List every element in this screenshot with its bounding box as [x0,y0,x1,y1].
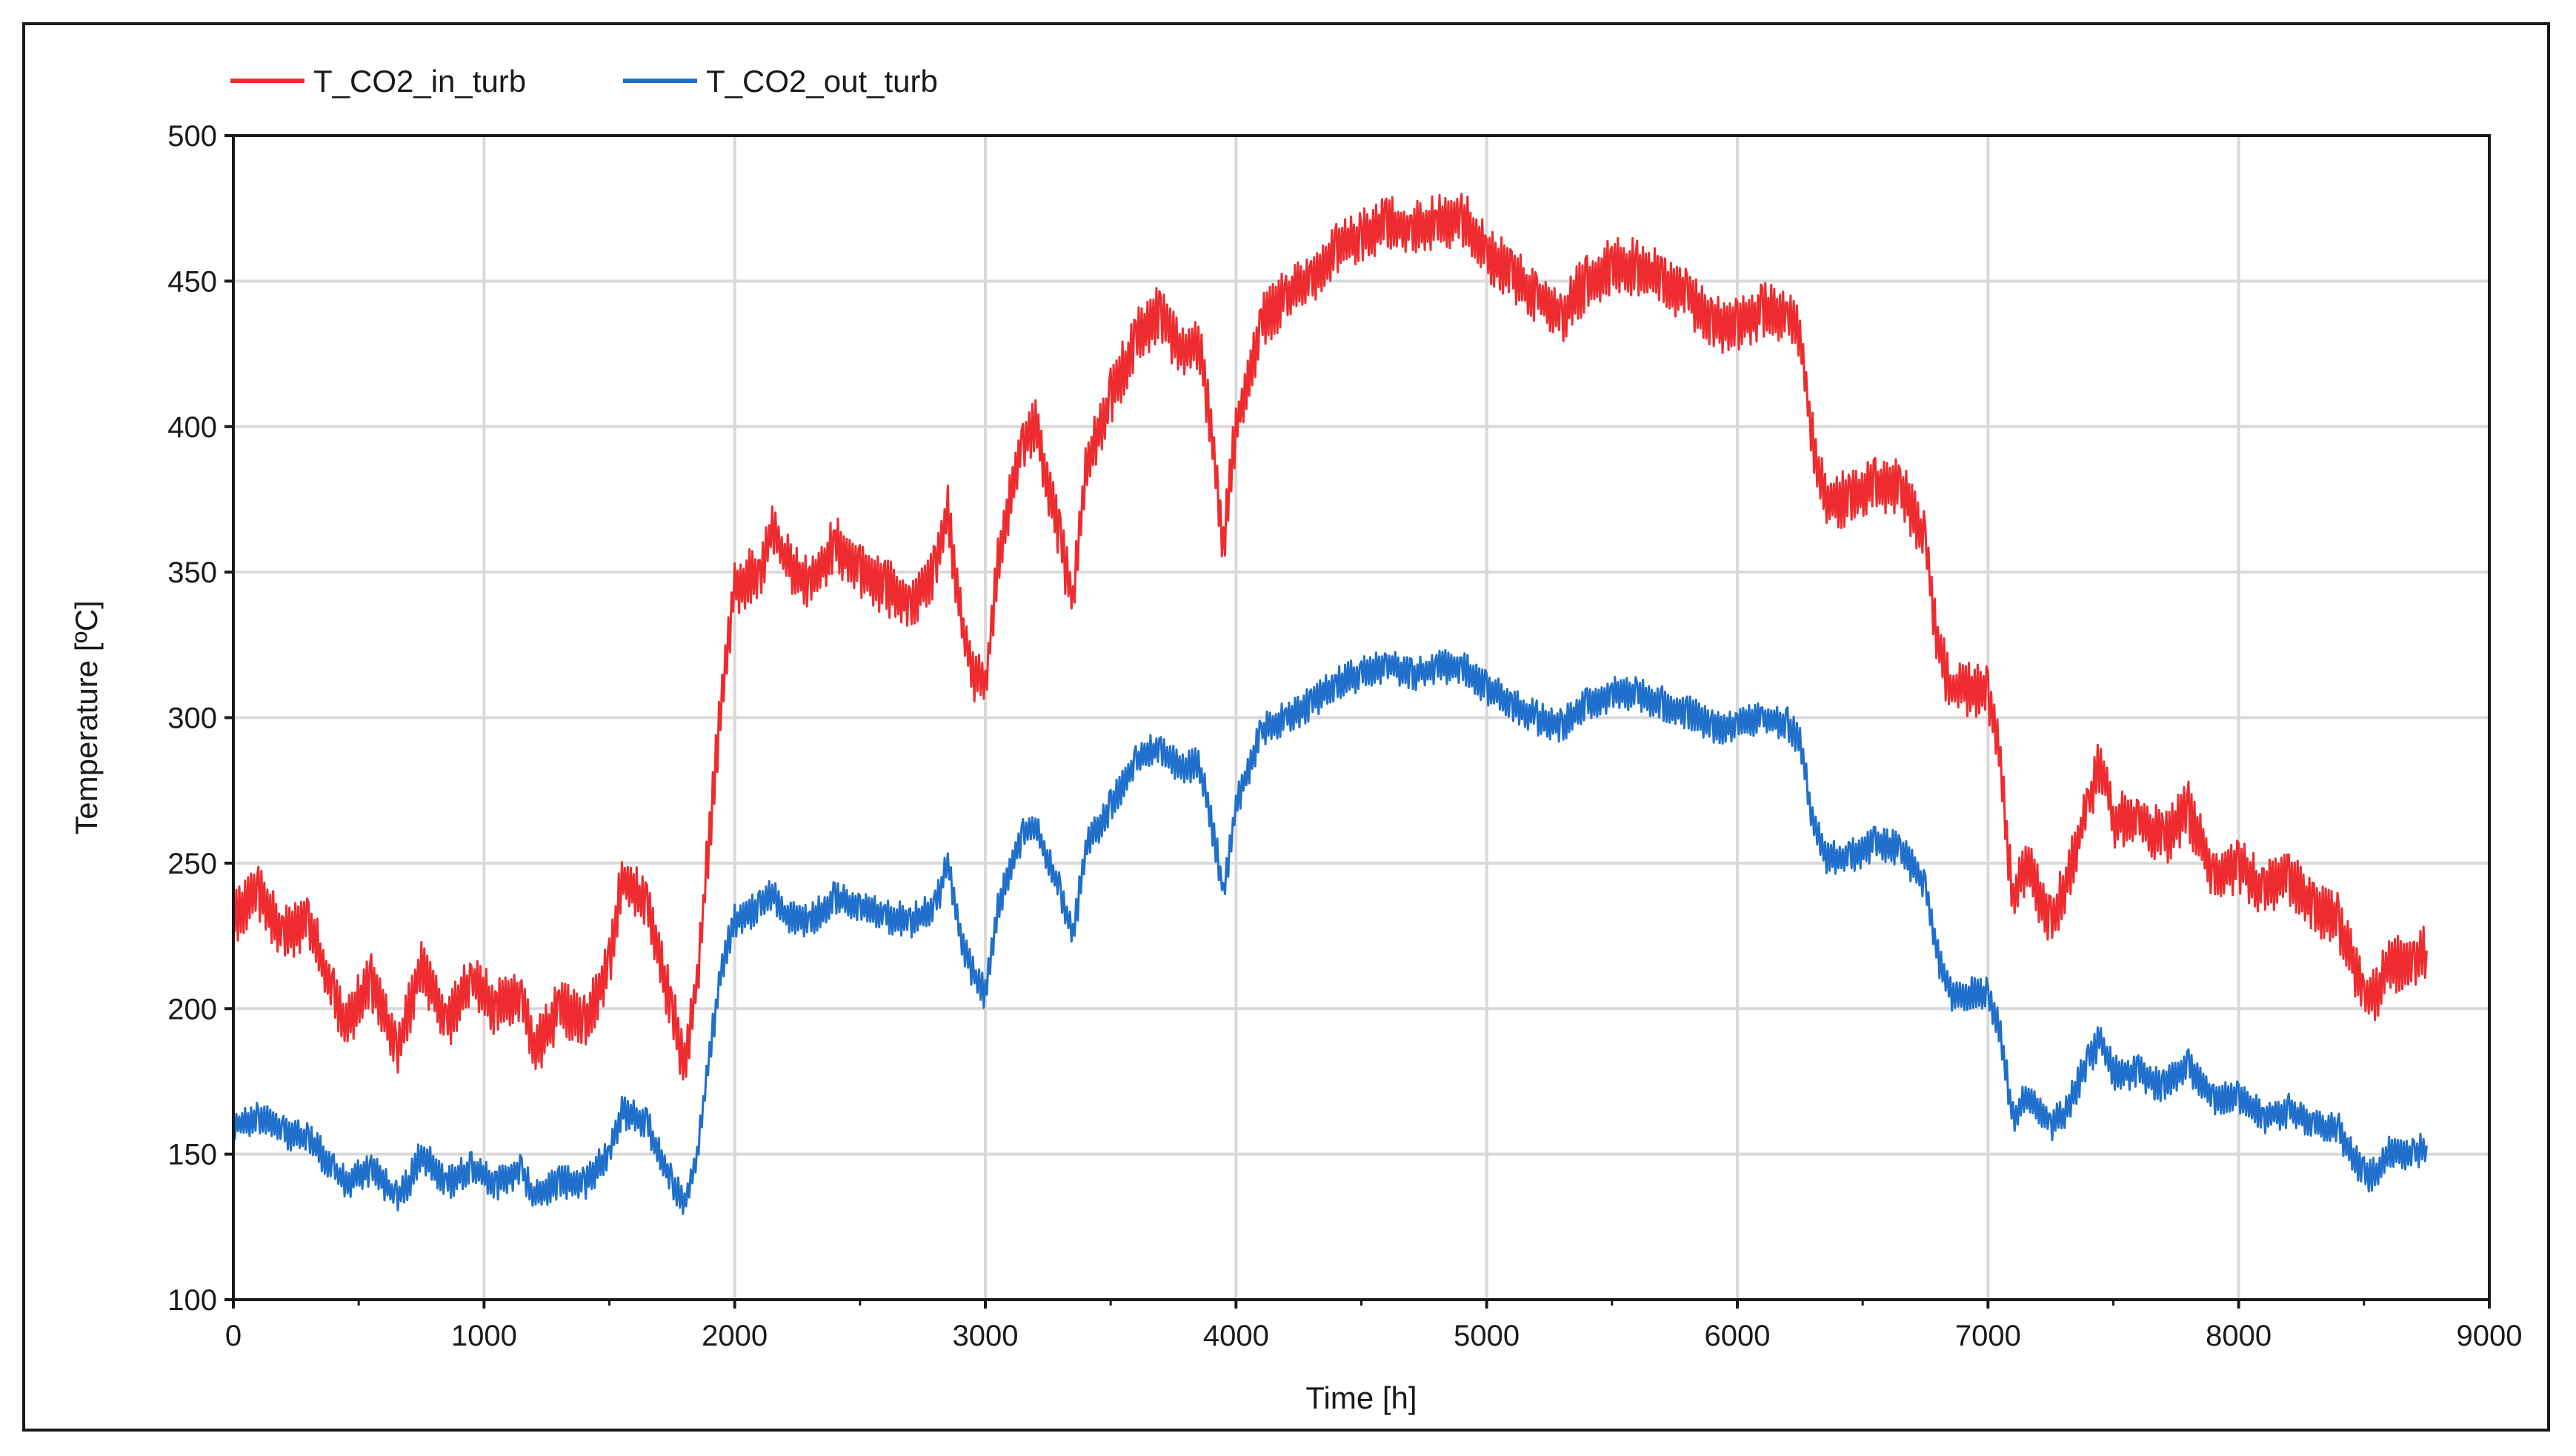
x-tick-label: 5000 [1454,1320,1520,1352]
y-tick-label: 400 [167,411,217,444]
series-line-t-co2-out-turb [232,648,2428,1215]
series-lines [232,193,2428,1215]
legend-label-t-co2-out-turb: T_CO2_out_turb [706,64,938,99]
legend: T_CO2_in_turb T_CO2_out_turb [230,64,938,99]
y-tick-label: 200 [167,993,217,1025]
x-tick-label: 3000 [953,1320,1019,1352]
grid [232,134,2491,1301]
y-tick-label: 450 [167,265,217,298]
chart-frame: 0 1000 2000 3000 4000 5000 6000 7000 8000 9000 100… [22,22,2550,1432]
x-tick-label: 6000 [1705,1320,1771,1352]
x-axis-title: Time [h] [1305,1380,1417,1415]
x-tick-label: 1000 [451,1320,517,1352]
x-tick-label: 7000 [1955,1320,2021,1352]
series-line-t-co2-in-turb [232,193,2428,1081]
y-axis-title: Temperature [ºC] [69,600,104,834]
x-tick-label: 0 [225,1320,242,1352]
y-tick-label: 150 [167,1139,217,1171]
y-tick-label: 300 [167,702,217,735]
y-tick-label: 250 [167,848,217,880]
x-tick-label: 8000 [2206,1320,2272,1352]
axis-ticks: 0 1000 2000 3000 4000 5000 6000 7000 8000 9000 100… [167,120,2522,1352]
x-tick-label: 4000 [1203,1320,1269,1352]
legend-label-t-co2-in-turb: T_CO2_in_turb [313,64,526,99]
line-chart: 0 1000 2000 3000 4000 5000 6000 7000 8000 9000 100… [69,64,2522,1415]
x-tick-label: 2000 [702,1320,768,1352]
x-tick-label: 9000 [2457,1320,2523,1352]
y-tick-label: 100 [167,1284,217,1317]
y-tick-label: 350 [167,556,217,589]
y-tick-label: 500 [167,120,217,153]
